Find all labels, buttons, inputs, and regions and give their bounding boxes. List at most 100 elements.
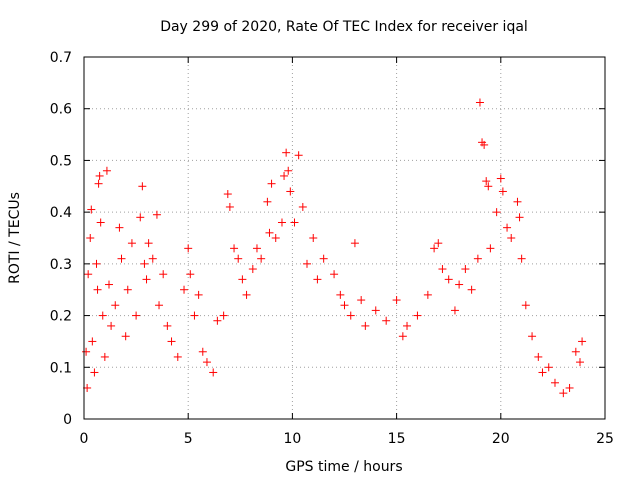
data-point bbox=[263, 197, 272, 206]
data-point bbox=[105, 280, 114, 289]
data-point bbox=[190, 311, 199, 320]
data-point bbox=[430, 244, 439, 253]
data-point bbox=[198, 347, 207, 356]
data-point bbox=[280, 171, 289, 180]
plot-frame bbox=[83, 56, 606, 420]
x-axis-label: GPS time / hours bbox=[285, 459, 402, 475]
x-tick-label: 10 bbox=[283, 431, 301, 447]
y-tick-label: 0 bbox=[63, 412, 72, 428]
data-point bbox=[265, 228, 274, 237]
data-point bbox=[148, 254, 157, 263]
data-point bbox=[238, 275, 247, 284]
data-point bbox=[138, 182, 147, 191]
data-point bbox=[267, 179, 276, 188]
data-point bbox=[93, 285, 102, 294]
data-point bbox=[423, 290, 432, 299]
data-point bbox=[223, 190, 232, 199]
data-point bbox=[121, 332, 130, 341]
data-point bbox=[313, 275, 322, 284]
data-point bbox=[284, 166, 293, 175]
data-point bbox=[286, 187, 295, 196]
data-point bbox=[382, 316, 391, 325]
data-point bbox=[86, 234, 95, 242]
data-point bbox=[230, 244, 239, 253]
data-point bbox=[92, 259, 101, 268]
data-point bbox=[336, 290, 345, 299]
data-point bbox=[507, 234, 516, 242]
data-point bbox=[96, 218, 105, 227]
data-point bbox=[461, 265, 470, 274]
chart-title: Day 299 of 2020, Rate Of TEC Index for r… bbox=[160, 19, 528, 35]
data-point bbox=[515, 213, 524, 222]
data-point bbox=[298, 202, 307, 211]
data-point bbox=[209, 368, 218, 377]
data-point bbox=[492, 208, 501, 217]
data-point bbox=[152, 210, 161, 219]
data-point bbox=[111, 301, 120, 310]
data-point bbox=[90, 368, 99, 377]
y-tick-label: 0.1 bbox=[50, 360, 72, 376]
data-point bbox=[475, 98, 484, 107]
data-point bbox=[319, 254, 328, 263]
data-point bbox=[578, 337, 587, 346]
data-point bbox=[271, 234, 280, 242]
data-point bbox=[213, 316, 222, 325]
data-point bbox=[538, 368, 547, 377]
data-point bbox=[127, 239, 136, 248]
data-point bbox=[194, 290, 203, 299]
data-point bbox=[528, 332, 537, 341]
x-tick-label: 15 bbox=[388, 431, 406, 447]
x-tick-label: 5 bbox=[184, 431, 193, 447]
data-point bbox=[513, 197, 522, 206]
data-point bbox=[413, 311, 422, 320]
data-point bbox=[544, 363, 553, 372]
data-point bbox=[184, 244, 193, 253]
y-tick-label: 0.3 bbox=[50, 257, 72, 273]
data-point bbox=[82, 347, 91, 356]
data-point bbox=[434, 239, 443, 248]
data-point bbox=[225, 202, 234, 211]
data-point bbox=[123, 285, 132, 294]
data-point bbox=[571, 347, 580, 356]
data-point bbox=[455, 280, 464, 289]
data-point bbox=[95, 171, 104, 180]
data-point bbox=[173, 352, 182, 361]
data-point bbox=[294, 151, 303, 160]
data-point bbox=[155, 301, 164, 310]
data-point bbox=[309, 234, 318, 242]
data-point bbox=[94, 179, 103, 188]
data-point bbox=[257, 254, 266, 263]
data-point bbox=[186, 270, 195, 279]
data-point bbox=[496, 174, 505, 183]
data-point bbox=[503, 223, 512, 232]
data-point bbox=[102, 166, 111, 175]
data-point bbox=[534, 352, 543, 361]
data-point bbox=[88, 337, 97, 346]
data-point bbox=[575, 358, 584, 367]
data-point bbox=[290, 218, 299, 227]
data-point bbox=[84, 270, 93, 279]
data-point bbox=[346, 311, 355, 320]
x-tick-label: 20 bbox=[492, 431, 510, 447]
data-point bbox=[115, 223, 124, 232]
data-point bbox=[277, 218, 286, 227]
data-point bbox=[398, 332, 407, 341]
data-point bbox=[142, 275, 151, 284]
y-tick-label: 0.2 bbox=[50, 309, 72, 325]
data-point bbox=[117, 254, 126, 263]
data-point bbox=[482, 177, 491, 186]
data-point bbox=[480, 140, 489, 149]
data-point bbox=[559, 389, 568, 398]
data-point bbox=[361, 321, 370, 330]
data-point bbox=[163, 321, 172, 330]
data-point bbox=[444, 275, 453, 284]
data-point bbox=[140, 259, 149, 268]
data-point bbox=[330, 270, 339, 279]
y-tick-label: 0.6 bbox=[50, 102, 72, 118]
data-point bbox=[521, 301, 530, 310]
data-point bbox=[234, 254, 243, 263]
data-point bbox=[136, 213, 145, 222]
x-tick-label: 0 bbox=[80, 431, 89, 447]
data-point bbox=[107, 321, 116, 330]
